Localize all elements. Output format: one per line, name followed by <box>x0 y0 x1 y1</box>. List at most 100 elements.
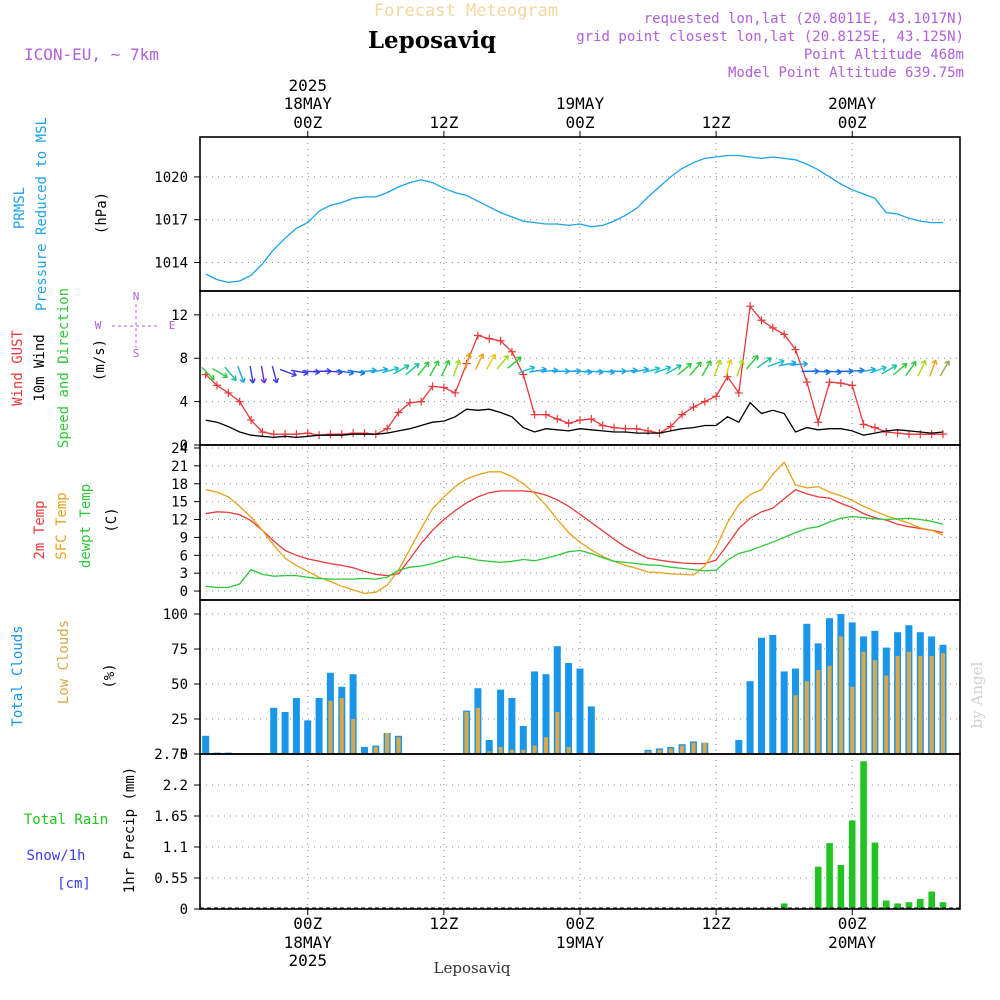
bottom-tick-label: 12Z <box>702 914 731 933</box>
temperature-sfc-temp-line <box>205 461 944 595</box>
clouds-total-clouds-bar <box>565 663 573 754</box>
wind-gust-point <box>564 419 573 428</box>
clouds-low-clouds-bar <box>929 656 934 754</box>
clouds-low-clouds-bar <box>793 695 798 754</box>
clouds-low-clouds-bar <box>884 675 889 754</box>
wind-direction-arrow <box>893 362 908 376</box>
wind-gust-point <box>825 378 834 387</box>
clouds-low-clouds-bar <box>850 686 855 754</box>
wind-ytick-label: 12 <box>171 308 188 324</box>
wind-speed-dir-label: Speed and Direction <box>56 288 72 448</box>
clouds-panel: 0 25 50 75 100 <box>163 599 961 763</box>
wind-direction-arrow <box>496 354 510 370</box>
wind-gust-point <box>870 423 879 432</box>
low-clouds-label: Low Clouds <box>56 620 72 704</box>
wind-gust-point <box>587 414 596 423</box>
clouds-total-clouds-bar <box>735 740 743 754</box>
pressure-ytick-label: 1020 <box>154 170 188 186</box>
wind-direction-arrow <box>279 368 297 378</box>
top-date-label: 20MAY <box>828 94 877 113</box>
wind-direction-arrow <box>713 359 722 377</box>
clouds-total-clouds-bar <box>531 671 539 754</box>
wind-direction-arrow <box>249 365 256 384</box>
pressure-marks <box>205 154 943 284</box>
wind-gust-point <box>326 430 335 439</box>
pressure-unit: (hPa) <box>94 192 110 234</box>
clouds-low-clouds-bar <box>532 745 537 754</box>
wind-direction-arrow <box>881 364 898 375</box>
bottom-date-label: 19MAY <box>556 933 605 952</box>
clouds-low-clouds-bar <box>543 737 548 754</box>
clouds-low-clouds-bar <box>940 653 945 754</box>
clouds-low-clouds-bar <box>373 747 378 754</box>
wind-direction-arrow <box>725 359 733 377</box>
temperature-panel: 0 3 6 912 15 18 21 24 <box>171 441 961 601</box>
wind-gust-point <box>349 429 358 438</box>
clouds-low-clouds-bar <box>646 751 651 754</box>
wind-gust-point <box>360 429 369 438</box>
snow-label: Snow/1h <box>26 848 85 864</box>
total-clouds-label: Total Clouds <box>10 625 26 726</box>
clouds-total-clouds-bar <box>519 726 527 754</box>
wind-direction-arrow <box>224 366 237 382</box>
wind-direction-arrow <box>237 365 246 384</box>
pressure-label-msl: Pressure Reduced to MSL <box>34 117 50 311</box>
plot-panels: 1014101710200481203691215182124025507510… <box>154 136 961 918</box>
total-rain-label: Total Rain <box>24 812 108 828</box>
clouds-low-clouds-bar <box>475 707 480 754</box>
clouds-ytick-label: 50 <box>171 677 188 693</box>
wind-direction-arrow <box>474 353 485 370</box>
wind-direction-arrow <box>701 360 712 377</box>
model-altitude: Model Point Altitude 639.75m <box>728 65 964 81</box>
wind-gust-point <box>836 379 845 388</box>
wind-gust-point <box>530 410 539 419</box>
wind-gust-point <box>541 410 550 419</box>
wind-direction-arrow <box>756 357 772 369</box>
wind-direction-arrow <box>201 366 215 381</box>
compass-s: S <box>133 347 140 360</box>
wind-marks <box>201 302 950 440</box>
precip-ytick-label: 0.55 <box>154 871 188 887</box>
footer-location: Leposaviq <box>434 959 511 977</box>
wind-direction-arrow <box>689 361 702 376</box>
clouds-low-clouds-bar <box>816 670 821 754</box>
wind-gust-point <box>927 430 936 439</box>
top-year-label: 2025 <box>288 76 327 95</box>
wind-gust-point <box>791 345 800 354</box>
wind-direction-arrow <box>917 359 927 377</box>
wind-gust-point <box>689 403 698 412</box>
precip-total-rain-bar <box>883 900 890 909</box>
clouds-low-clouds-bar <box>328 700 333 754</box>
precip-total-rain-bar <box>780 903 788 909</box>
clouds-total-clouds-bar <box>292 698 300 754</box>
precip-ytick-label: 2.2 <box>163 778 188 794</box>
wind-gust-point <box>814 418 823 427</box>
clouds-ytick-label: 75 <box>171 642 188 658</box>
precip-total-rain-bar <box>837 865 845 909</box>
compass-e: E <box>169 319 176 332</box>
wind-direction-arrow <box>869 365 887 374</box>
wind-gust-point <box>337 430 346 439</box>
temperature-ytick-label: 21 <box>171 459 188 475</box>
precip-marks <box>451 761 947 909</box>
wind-gust-point <box>394 408 403 417</box>
watermark: by Angel <box>968 661 986 728</box>
precip-total-rain-bar <box>826 843 833 909</box>
wind-unit: (m/s) <box>92 339 108 381</box>
clouds-low-clouds-bar <box>498 747 503 754</box>
temperature-ytick-label: 3 <box>180 566 188 582</box>
wind-direction-arrow <box>271 365 279 384</box>
clouds-ytick-label: 25 <box>171 712 188 728</box>
clouds-total-clouds-bar <box>780 671 788 754</box>
clouds-low-clouds-bar <box>396 737 401 754</box>
wind-ytick-label: 8 <box>180 351 188 367</box>
clouds-total-clouds-bar <box>576 668 584 754</box>
wind-gust-point <box>678 410 687 419</box>
top-date-label: 19MAY <box>556 94 605 113</box>
wind-gust-point <box>734 388 743 397</box>
wind-ytick-label: 4 <box>180 395 188 411</box>
wind-direction-arrow <box>790 360 808 368</box>
clouds-total-clouds-bar <box>315 698 323 754</box>
precip-total-rain-bar <box>871 842 879 909</box>
location-title: Leposaviq <box>368 27 496 54</box>
